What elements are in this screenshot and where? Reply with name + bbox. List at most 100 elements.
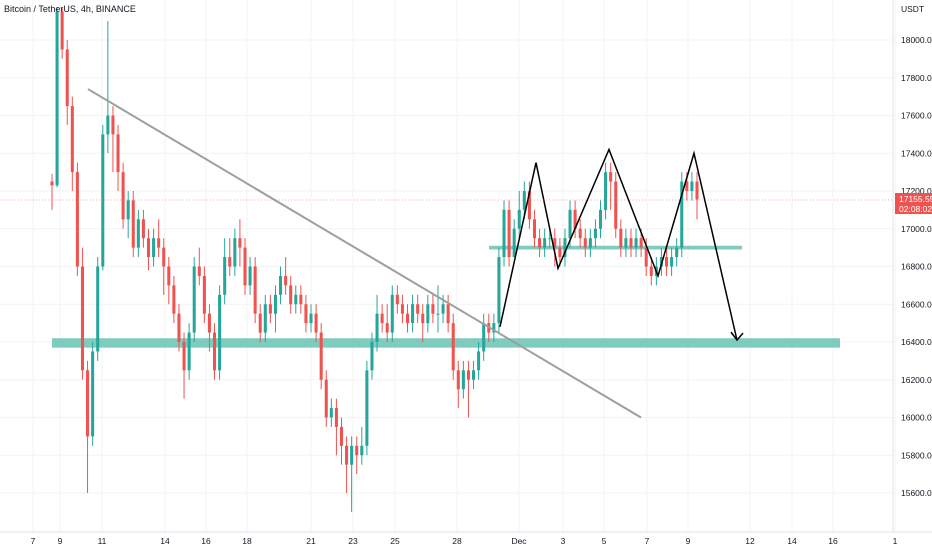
- candle: [279, 266, 283, 305]
- candle-body: [695, 181, 699, 200]
- price-axis[interactable]: 18000.00 17800.00 17600.00 17400.00 17200.00…: [901, 35, 932, 498]
- candle: [563, 228, 567, 267]
- candle-body: [334, 408, 338, 427]
- candle: [573, 200, 577, 239]
- candle: [360, 426, 364, 465]
- time-tick-label: 14: [160, 536, 170, 546]
- candle: [436, 285, 440, 333]
- candle-body: [553, 238, 557, 248]
- candle-body: [360, 445, 364, 456]
- candle-body: [370, 342, 374, 371]
- candle-body: [502, 209, 506, 258]
- candle-body: [543, 238, 547, 248]
- candle-body: [624, 238, 628, 248]
- candle-body: [116, 134, 120, 173]
- candle-body: [212, 332, 217, 371]
- candle: [111, 106, 115, 173]
- candle: [60, 7, 64, 59]
- candle-body: [380, 313, 384, 324]
- current-price-label-bg: [895, 193, 932, 214]
- candle-body: [385, 323, 389, 333]
- candle: [502, 200, 506, 267]
- projection-path: [499, 147, 738, 341]
- candle-body: [619, 228, 623, 248]
- candle: [670, 247, 674, 276]
- candle: [263, 294, 267, 342]
- candle-body: [614, 181, 618, 229]
- candle-body: [197, 266, 201, 276]
- candle-body: [411, 304, 415, 324]
- candles-layer: [50, 7, 699, 512]
- candle-body: [228, 257, 232, 267]
- candle: [411, 294, 415, 333]
- candle-body: [558, 247, 562, 258]
- candle: [482, 313, 486, 361]
- candle: [390, 285, 394, 342]
- candle-body: [131, 200, 135, 248]
- candle: [167, 257, 171, 305]
- symbol-title: Bitcoin / TetherUS, 4h, BINANCE: [4, 4, 136, 14]
- candle-body: [121, 172, 125, 220]
- candle: [395, 285, 399, 314]
- candle-body: [482, 323, 486, 352]
- time-tick-label: 1: [893, 536, 898, 546]
- candle-body: [162, 247, 166, 267]
- candle: [294, 285, 298, 314]
- candle-body: [416, 304, 420, 314]
- candle-body: [451, 323, 455, 371]
- time-tick-label: 7: [31, 536, 36, 546]
- candle: [456, 360, 460, 409]
- price-tick-label: 17600.00: [901, 111, 932, 121]
- candle: [55, 7, 59, 188]
- time-tick-label: 12: [745, 536, 755, 546]
- time-axis[interactable]: 7 9 11 14 16 18 21 23 25 28 Dec 3 5 7 9 12 14 16 1: [31, 536, 898, 546]
- price-tick-label: 16400.00: [901, 337, 932, 347]
- candle-body: [573, 209, 577, 229]
- price-tick-label: 16600.00: [901, 299, 932, 309]
- candle-body: [309, 313, 313, 324]
- candle-body: [345, 445, 349, 465]
- candle-body: [294, 294, 298, 305]
- candle-countdown: 02:08:02: [899, 204, 932, 214]
- candle-body: [126, 200, 130, 220]
- candle: [421, 304, 425, 342]
- candle: [619, 219, 623, 258]
- candle: [345, 436, 349, 493]
- candle: [80, 247, 84, 380]
- candle-body: [65, 49, 69, 107]
- time-tick-label: 18: [242, 536, 252, 546]
- candle-body: [685, 181, 689, 191]
- price-tick-label: 16800.00: [901, 262, 932, 272]
- candle: [604, 162, 608, 220]
- candle: [218, 285, 222, 380]
- candle: [451, 313, 455, 380]
- candle-body: [365, 370, 369, 446]
- time-tick-label: 21: [306, 536, 316, 546]
- candle-body: [136, 219, 140, 248]
- candle: [334, 398, 338, 456]
- candle-body: [258, 313, 262, 333]
- drawings-layer: [87, 88, 744, 419]
- candle: [228, 238, 232, 276]
- candle-body: [141, 219, 145, 239]
- candle-body: [279, 275, 283, 295]
- time-tick-label: 16: [201, 536, 211, 546]
- time-tick-label: 23: [348, 536, 358, 546]
- candle: [121, 162, 125, 229]
- candle: [400, 294, 404, 324]
- price-tick-label: 17800.00: [901, 73, 932, 83]
- candle: [609, 162, 613, 210]
- candle: [355, 436, 359, 475]
- candle: [192, 257, 196, 342]
- price-tick-label: 15800.00: [901, 450, 932, 460]
- candle-body: [512, 228, 516, 258]
- candle-body: [86, 370, 90, 437]
- price-axis-currency: USDT: [901, 4, 924, 14]
- candle: [253, 257, 257, 324]
- candle: [588, 228, 592, 258]
- candle: [319, 323, 323, 390]
- candle-body: [187, 332, 191, 371]
- candle-body: [426, 304, 430, 324]
